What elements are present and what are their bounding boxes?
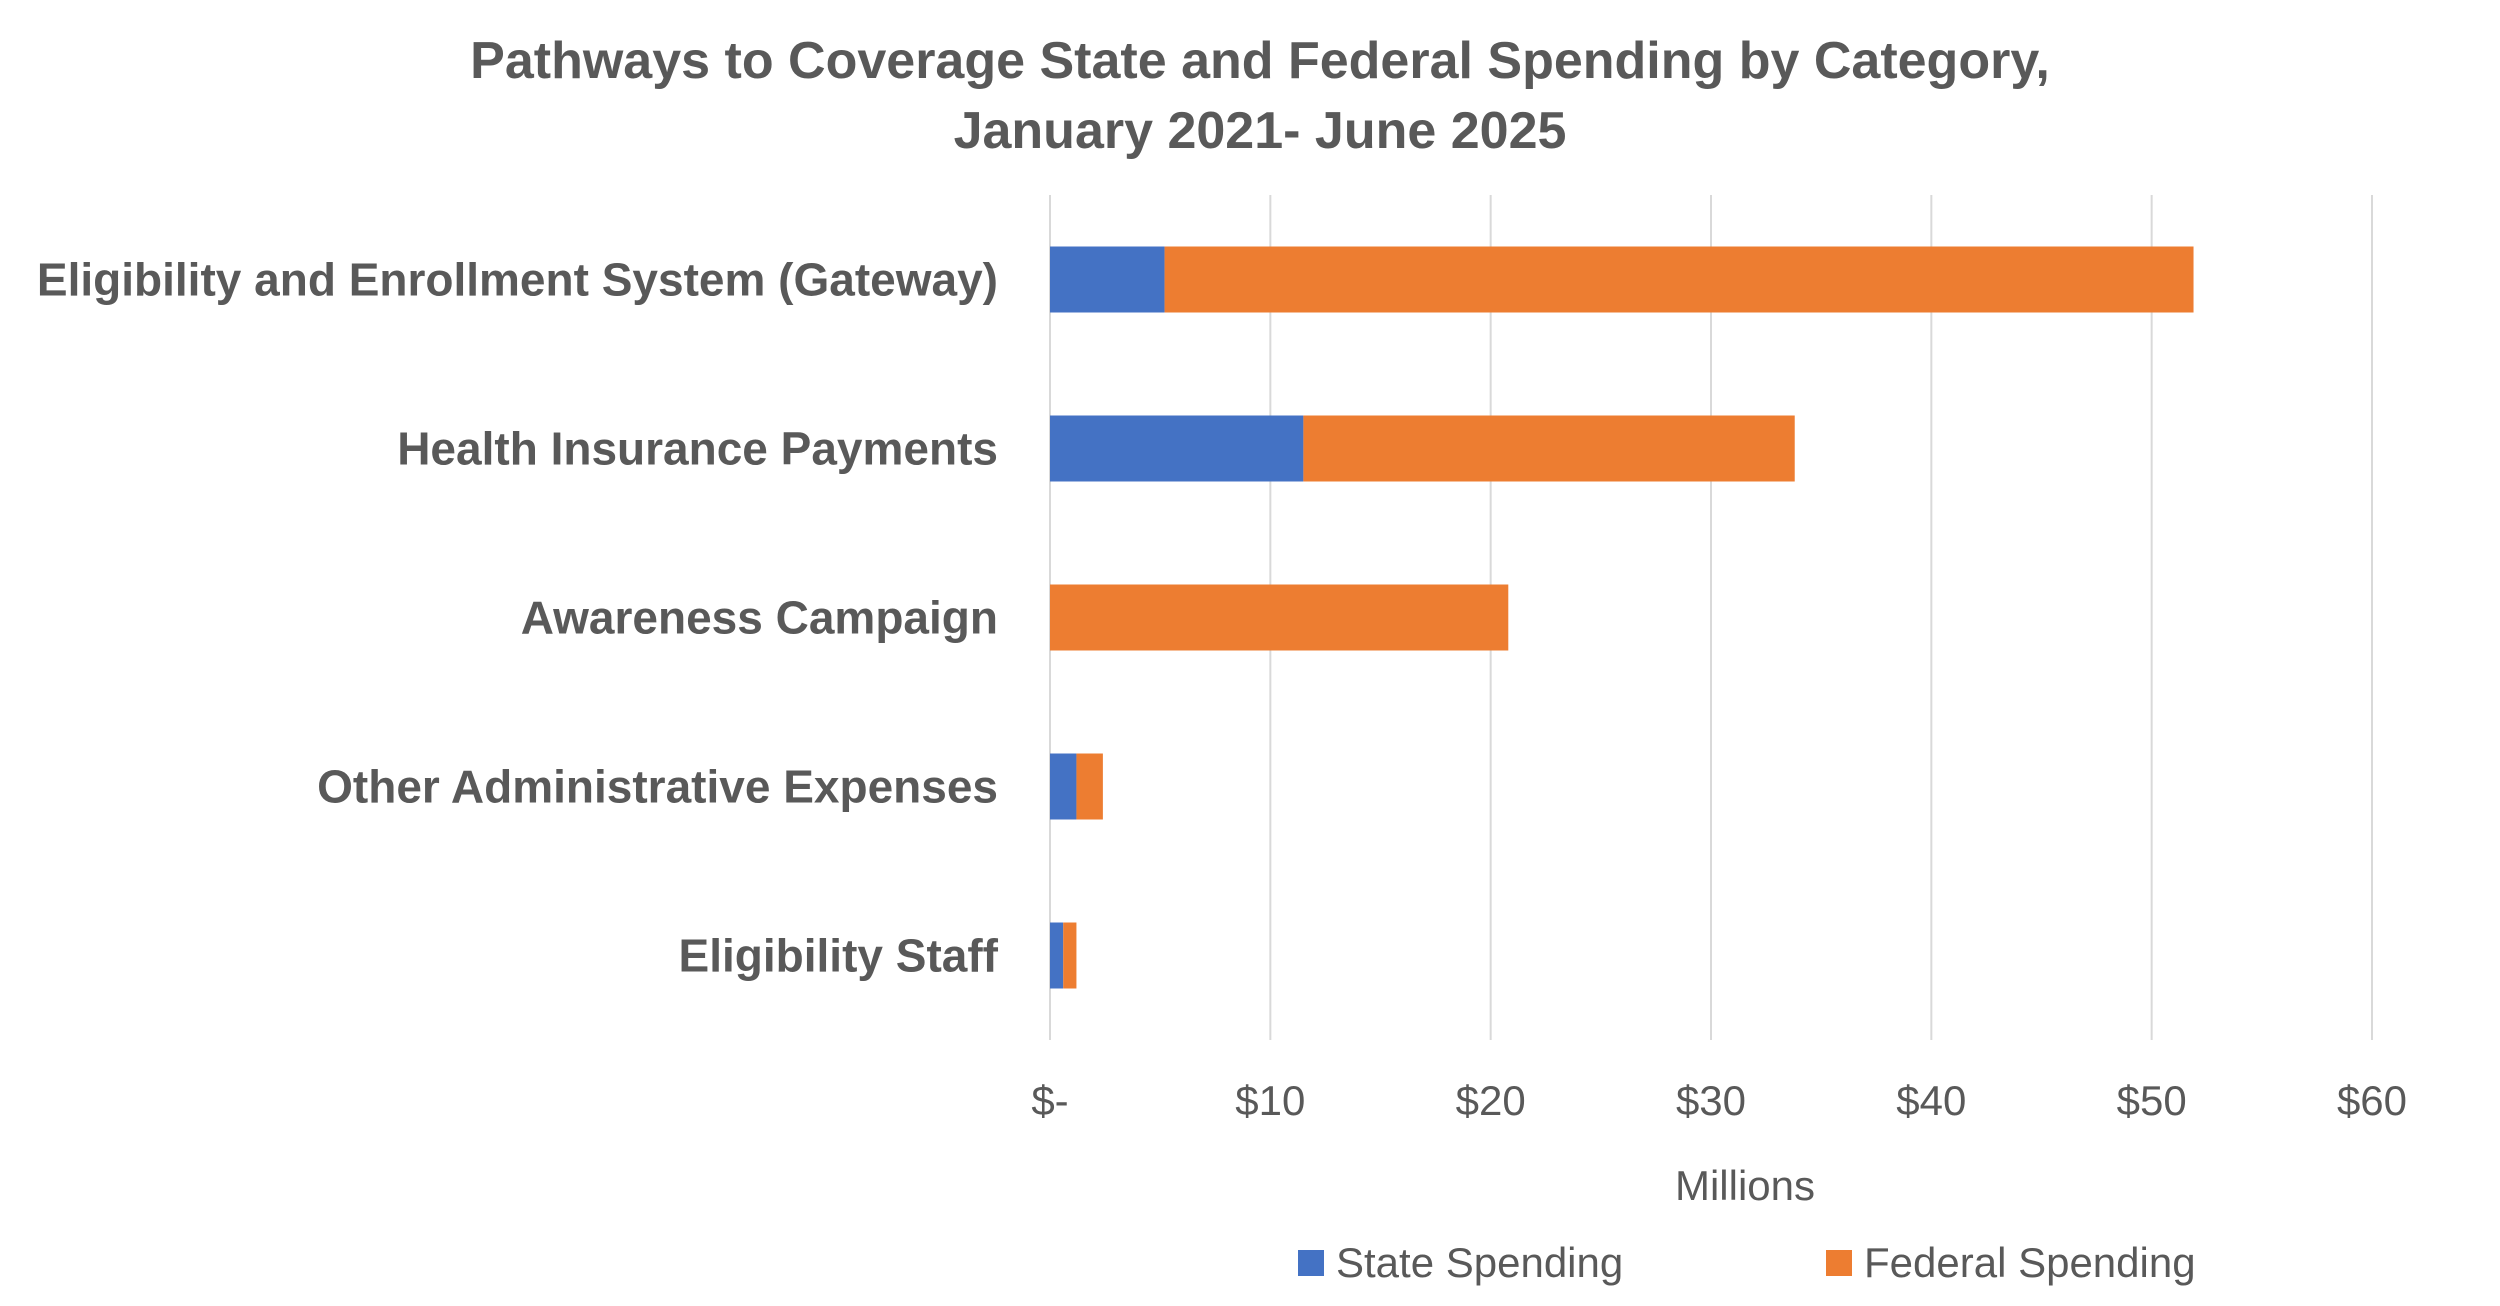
state-spending-bar (1050, 415, 1304, 482)
category-label: Other Administrative Expenses (317, 761, 998, 813)
x-tick-label: $30 (1676, 1077, 1746, 1124)
category-label: Health Insurance Payments (397, 423, 998, 475)
x-tick-label: $50 (2117, 1077, 2187, 1124)
x-axis-title: Millions (1675, 1162, 1815, 1209)
x-tick-label: $60 (2337, 1077, 2407, 1124)
x-tick-label: $- (1031, 1077, 1068, 1124)
federal-spending-bar (1050, 584, 1509, 651)
x-tick-label: $40 (1896, 1077, 1966, 1124)
federal-spending-bar (1063, 922, 1077, 989)
x-tick-label: $20 (1456, 1077, 1526, 1124)
legend-label-federal: Federal Spending (1864, 1239, 2196, 1286)
state-spending-bar (1050, 753, 1077, 820)
legend: State Spending Federal Spending (1298, 1239, 2196, 1286)
state-spending-bar (1050, 246, 1165, 313)
federal-spending-bar (1076, 753, 1103, 820)
chart-title: Pathways to Coverage State and Federal S… (470, 32, 2050, 90)
x-tick-label: $10 (1235, 1077, 1305, 1124)
category-label: Awareness Campaign (521, 592, 998, 644)
category-label: Eligibility and Enrollment System (Gatew… (37, 254, 998, 306)
federal-spending-bar (1164, 246, 2194, 313)
legend-label-state: State Spending (1336, 1239, 1623, 1286)
category-labels: Eligibility and Enrollment System (Gatew… (37, 254, 999, 982)
legend-swatch-state (1298, 1250, 1324, 1276)
state-spending-bar (1050, 922, 1064, 989)
category-label: Eligibility Staff (679, 930, 999, 982)
bars (1050, 246, 2194, 989)
x-tick-labels: $- $10 $20 $30 $40 $50 $60 (1031, 1077, 2407, 1124)
chart-subtitle: January 2021- June 2025 (954, 102, 1567, 160)
federal-spending-bar (1303, 415, 1795, 482)
legend-swatch-federal (1826, 1250, 1852, 1276)
